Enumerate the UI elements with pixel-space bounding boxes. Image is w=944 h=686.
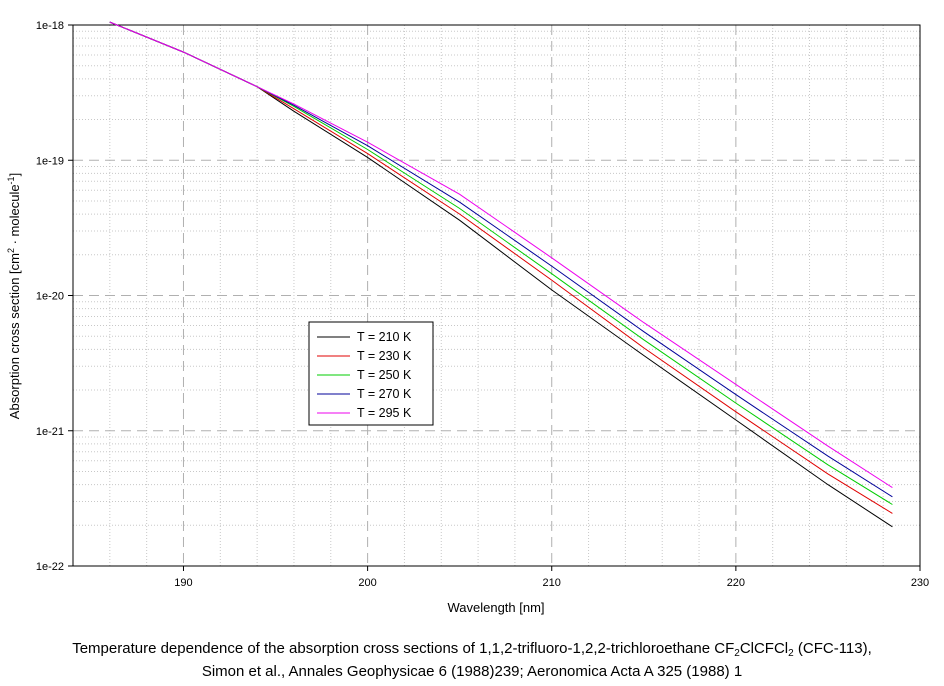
y-tick-label: 1e-20 <box>36 291 64 303</box>
y-tick-label: 1e-22 <box>36 561 64 573</box>
legend-label: T = 295 K <box>357 406 412 420</box>
x-tick-label: 210 <box>543 577 561 589</box>
legend-label: T = 230 K <box>357 349 412 363</box>
x-tick-label: 220 <box>727 577 745 589</box>
x-axis-title: Wavelength [nm] <box>447 600 544 615</box>
legend-label: T = 210 K <box>357 330 412 344</box>
x-axis-ticks: 190 200 210 220 230 <box>174 566 929 589</box>
y-axis-title: Absorption cross section [cm2 · molecule… <box>6 173 22 419</box>
chart: 190 200 210 220 230 1e-22 1e-21 1e-20 1e-19 1e-1… <box>6 20 929 615</box>
series-lines <box>109 21 893 528</box>
y-tick-label: 1e-21 <box>36 426 64 438</box>
x-tick-label: 230 <box>911 577 929 589</box>
caption-line-1: Temperature dependence of the absorption… <box>72 640 872 659</box>
legend: T = 210 K T = 230 K T = 250 K T = 270 K T = … <box>308 321 434 426</box>
caption-line-2: Simon et al., Annales Geophysicae 6 (198… <box>201 663 743 680</box>
legend-label: T = 270 K <box>357 387 412 401</box>
y-axis-ticks: 1e-22 1e-21 1e-20 1e-19 1e-18 <box>36 20 73 573</box>
y-tick-label: 1e-18 <box>36 20 64 32</box>
legend-box <box>308 321 434 426</box>
legend-label: T = 250 K <box>357 368 412 382</box>
x-tick-label: 200 <box>358 577 376 589</box>
series-line-5 <box>109 21 893 489</box>
y-tick-label: 1e-19 <box>36 155 64 167</box>
x-tick-label: 190 <box>174 577 192 589</box>
